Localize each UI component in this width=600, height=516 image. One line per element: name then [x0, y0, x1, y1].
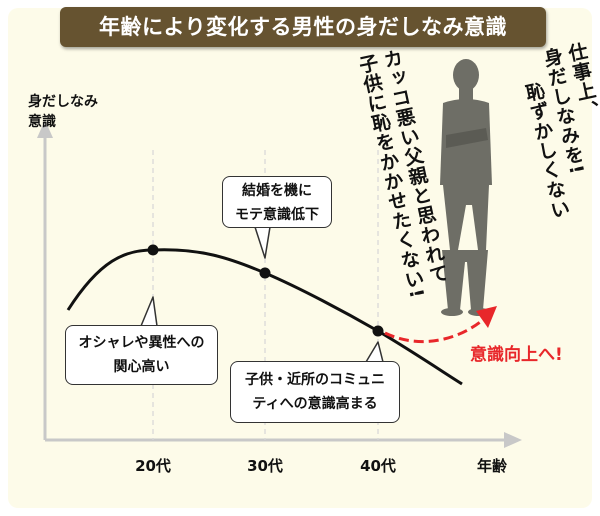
x-tick-40s: 40代: [360, 457, 396, 475]
callout-40s-line1: 子供・近所のコミュニ: [245, 372, 385, 388]
x-axis-arrow: [504, 432, 522, 448]
title-banner: 年齢により変化する男性の身だしなみ意識: [60, 7, 546, 47]
callout-30s: 結婚を機に モテ意識低下: [222, 176, 332, 228]
point-20s: [147, 244, 159, 256]
point-40s: [372, 325, 384, 337]
callout-pointer-40s: [365, 341, 384, 363]
y-axis-label-line2: 意識: [28, 114, 56, 130]
x-axis-label: 年齢: [476, 457, 507, 475]
y-axis-label: 身だしなみ 意識: [18, 92, 108, 132]
callout-20s-line2: 関心高い: [113, 359, 170, 375]
chart-title: 年齢により変化する男性の身だしなみ意識: [98, 15, 508, 39]
point-30s: [259, 267, 271, 279]
callout-20s-line1: オシャレや異性への: [78, 335, 205, 351]
callout-pointer-30s: [254, 226, 271, 259]
x-tick-20s: 20代: [135, 457, 171, 475]
chart-panel: [8, 8, 592, 508]
y-axis-label-line1: 身だしなみ: [28, 94, 98, 110]
trend-arrow-head: [476, 306, 497, 328]
trend-arrow: [384, 316, 486, 344]
callout-40s: 子供・近所のコミュニ ティへの意識高まる: [230, 361, 400, 423]
callout-30s-line2: モテ意識低下: [235, 207, 319, 223]
trend-label: 意識向上へ!: [470, 345, 563, 365]
callout-pointer-20s: [140, 296, 158, 327]
callout-30s-line1: 結婚を機に: [242, 183, 312, 199]
callout-40s-line2: ティへの意識高まる: [252, 396, 378, 412]
callout-20s: オシャレや異性への 関心高い: [65, 325, 218, 385]
x-tick-30s: 30代: [247, 457, 283, 475]
y-axis-arrow: [37, 120, 53, 138]
